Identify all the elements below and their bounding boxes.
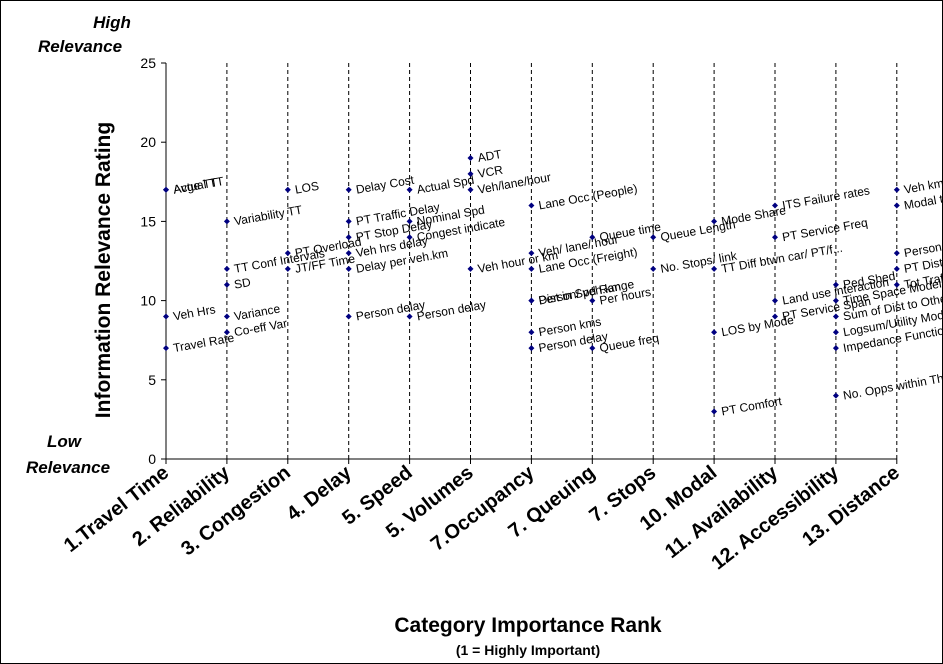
data-point-label: TT Diff btwn car/ PT/f...	[720, 241, 843, 276]
data-point-label: Lane Occ (People)	[537, 181, 638, 212]
data-point	[467, 186, 474, 193]
data-point	[345, 265, 352, 272]
data-point	[772, 234, 778, 241]
data-point-label: VCR	[477, 163, 505, 181]
data-point-label: ITS Failure rates	[781, 183, 871, 212]
data-point	[406, 313, 413, 320]
y-axis-label: Information Relevance Rating	[92, 122, 115, 418]
data-point	[772, 313, 778, 320]
data-point	[406, 234, 413, 241]
x-axis-note: (1 = Highly Important)	[456, 642, 600, 658]
x-tick-label: 7.Occupancy	[427, 461, 539, 556]
y-tick-label: 0	[148, 451, 156, 467]
data-point-label: ADT	[477, 147, 504, 165]
high-relevance-label-line2: Relevance	[38, 37, 122, 56]
data-point	[528, 202, 535, 209]
y-tick-label: 15	[140, 213, 156, 229]
data-point	[163, 186, 169, 193]
data-point-label: PT Service Freq	[781, 215, 869, 244]
low-relevance-label-line1: Low	[47, 432, 83, 451]
data-point	[223, 329, 230, 336]
data-point	[284, 186, 291, 193]
data-point	[650, 234, 657, 241]
data-point	[528, 250, 535, 257]
data-point	[528, 345, 535, 352]
data-point	[467, 155, 474, 162]
data-point	[832, 313, 839, 320]
data-point	[467, 265, 474, 272]
data-point	[528, 265, 535, 272]
data-point-label: Actual Spd	[416, 173, 476, 197]
data-point-label: Delay Cost	[355, 173, 416, 197]
data-point	[772, 202, 778, 209]
data-point	[223, 218, 230, 225]
data-point	[223, 265, 230, 272]
data-point	[893, 202, 900, 209]
data-point-label: PT Comfort	[720, 394, 783, 419]
data-point-label: SD	[233, 275, 252, 292]
data-point	[406, 218, 413, 225]
data-point	[345, 313, 352, 320]
data-point	[832, 392, 839, 399]
data-point	[832, 297, 839, 304]
data-point	[345, 234, 352, 241]
data-point	[711, 218, 718, 225]
data-point-label: Queue freq	[598, 331, 660, 355]
low-relevance-label-line2: Relevance	[26, 458, 110, 477]
data-point-label: Person delay	[416, 297, 487, 323]
data-point	[345, 218, 352, 225]
data-point-label: Avge TT	[172, 175, 219, 197]
data-point	[893, 250, 900, 257]
y-tick-label: 25	[140, 55, 156, 71]
data-point-label: No. Opps within Thre...	[842, 368, 943, 403]
data-point-label: LOS	[294, 179, 320, 197]
data-point	[406, 186, 413, 193]
data-point	[284, 265, 291, 272]
data-point	[284, 250, 291, 257]
data-point-label: Queue time	[598, 220, 662, 245]
y-tick-label: 20	[140, 134, 156, 150]
data-point	[223, 281, 230, 288]
data-point	[832, 345, 839, 352]
data-point-label: Veh kms	[903, 175, 943, 197]
data-point-label: Veh Hrs	[172, 302, 216, 323]
x-tick-label: 3. Congestion	[177, 462, 295, 561]
x-axis-label: Category Importance Rank	[394, 614, 662, 637]
data-point	[163, 313, 169, 320]
data-point	[467, 170, 474, 177]
data-point	[711, 265, 718, 272]
data-point	[893, 265, 900, 272]
data-point	[711, 408, 718, 415]
data-point	[345, 186, 352, 193]
high-relevance-label-line1: High	[93, 13, 131, 32]
data-point	[345, 250, 352, 257]
data-point	[832, 281, 839, 288]
data-point	[893, 281, 900, 288]
data-point	[893, 186, 900, 193]
data-point	[650, 265, 657, 272]
data-point-label: Mode Share	[720, 203, 787, 228]
data-point	[589, 345, 596, 352]
data-point	[163, 345, 169, 352]
data-point	[589, 297, 596, 304]
y-tick-label: 10	[140, 293, 156, 309]
data-point	[772, 297, 778, 304]
data-point	[589, 234, 596, 241]
data-point	[528, 329, 535, 336]
y-tick-label: 5	[148, 372, 156, 388]
data-point	[223, 313, 230, 320]
data-point	[528, 297, 535, 304]
data-point-label: Variability TT	[233, 202, 304, 228]
data-point	[711, 329, 718, 336]
data-point	[832, 329, 839, 336]
